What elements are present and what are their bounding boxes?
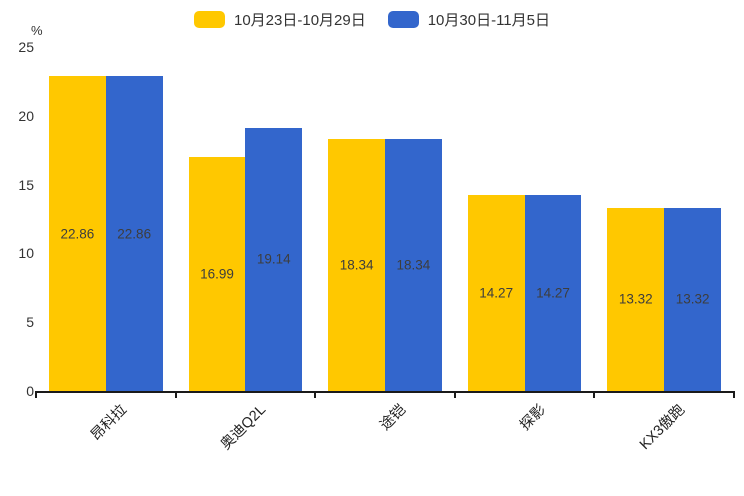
legend-label: 10月23日-10月29日: [233, 12, 366, 29]
y-tick-label: 15: [18, 176, 34, 193]
y-tick-label: 10: [18, 245, 34, 262]
x-category-label: KX3傲跑: [637, 401, 689, 454]
x-tick-mark: [593, 391, 596, 398]
y-tick-label: 20: [18, 107, 34, 124]
bar-value-label: 22.86: [117, 226, 152, 242]
bar-value-label: 19.14: [256, 251, 291, 267]
x-tick-mark: [453, 391, 456, 398]
x-category-label: 奥迪Q2L: [218, 401, 270, 454]
bar-series1-3: [524, 194, 582, 391]
bar-series0-3: [467, 194, 525, 391]
x-tick-mark: [314, 391, 317, 398]
legend-item-0[interactable]: 10月23日-10月29日: [193, 9, 366, 30]
bar-series0-2: [328, 138, 385, 391]
x-category-label: 途铠: [377, 401, 410, 434]
x-axis-line: [36, 391, 734, 393]
bar-value-label: 13.32: [618, 291, 653, 307]
bar-series1-0: [105, 76, 163, 391]
bar-series0-0: [49, 76, 106, 391]
x-category-label: 探影: [516, 401, 549, 434]
bar-value-label: 14.27: [536, 285, 570, 301]
bar-value-label: 16.99: [200, 266, 234, 282]
bar-value-label: 22.86: [60, 226, 95, 242]
x-tick-mark: [733, 391, 735, 398]
x-tick-mark: [35, 391, 37, 398]
chart-legend: 10月23日-10月29日 10月30日-11月5日: [0, 9, 744, 30]
legend-label: 10月30日-11月5日: [427, 12, 550, 29]
bar-value-label: 14.27: [479, 285, 514, 301]
bar-value-label: 18.34: [339, 257, 374, 273]
y-tick-label: 25: [18, 39, 34, 55]
y-axis-unit-label: %: [31, 23, 43, 38]
bar-series1-2: [385, 138, 442, 391]
legend-item-1[interactable]: 10月30日-11月5日: [387, 9, 550, 30]
x-category-label: 昂科拉: [87, 401, 130, 444]
bar-series1-4: [664, 207, 721, 391]
legend-swatch-icon: [193, 11, 225, 28]
x-tick-mark: [174, 391, 177, 398]
bar-series1-1: [245, 127, 303, 391]
bar-series0-1: [188, 157, 246, 391]
y-tick-label: 0: [26, 383, 34, 399]
bar-value-label: 18.34: [396, 257, 431, 273]
bar-value-label: 13.32: [675, 291, 710, 307]
y-tick-label: 5: [26, 314, 34, 331]
bar-series0-4: [607, 207, 665, 391]
legend-swatch-icon: [387, 11, 419, 28]
